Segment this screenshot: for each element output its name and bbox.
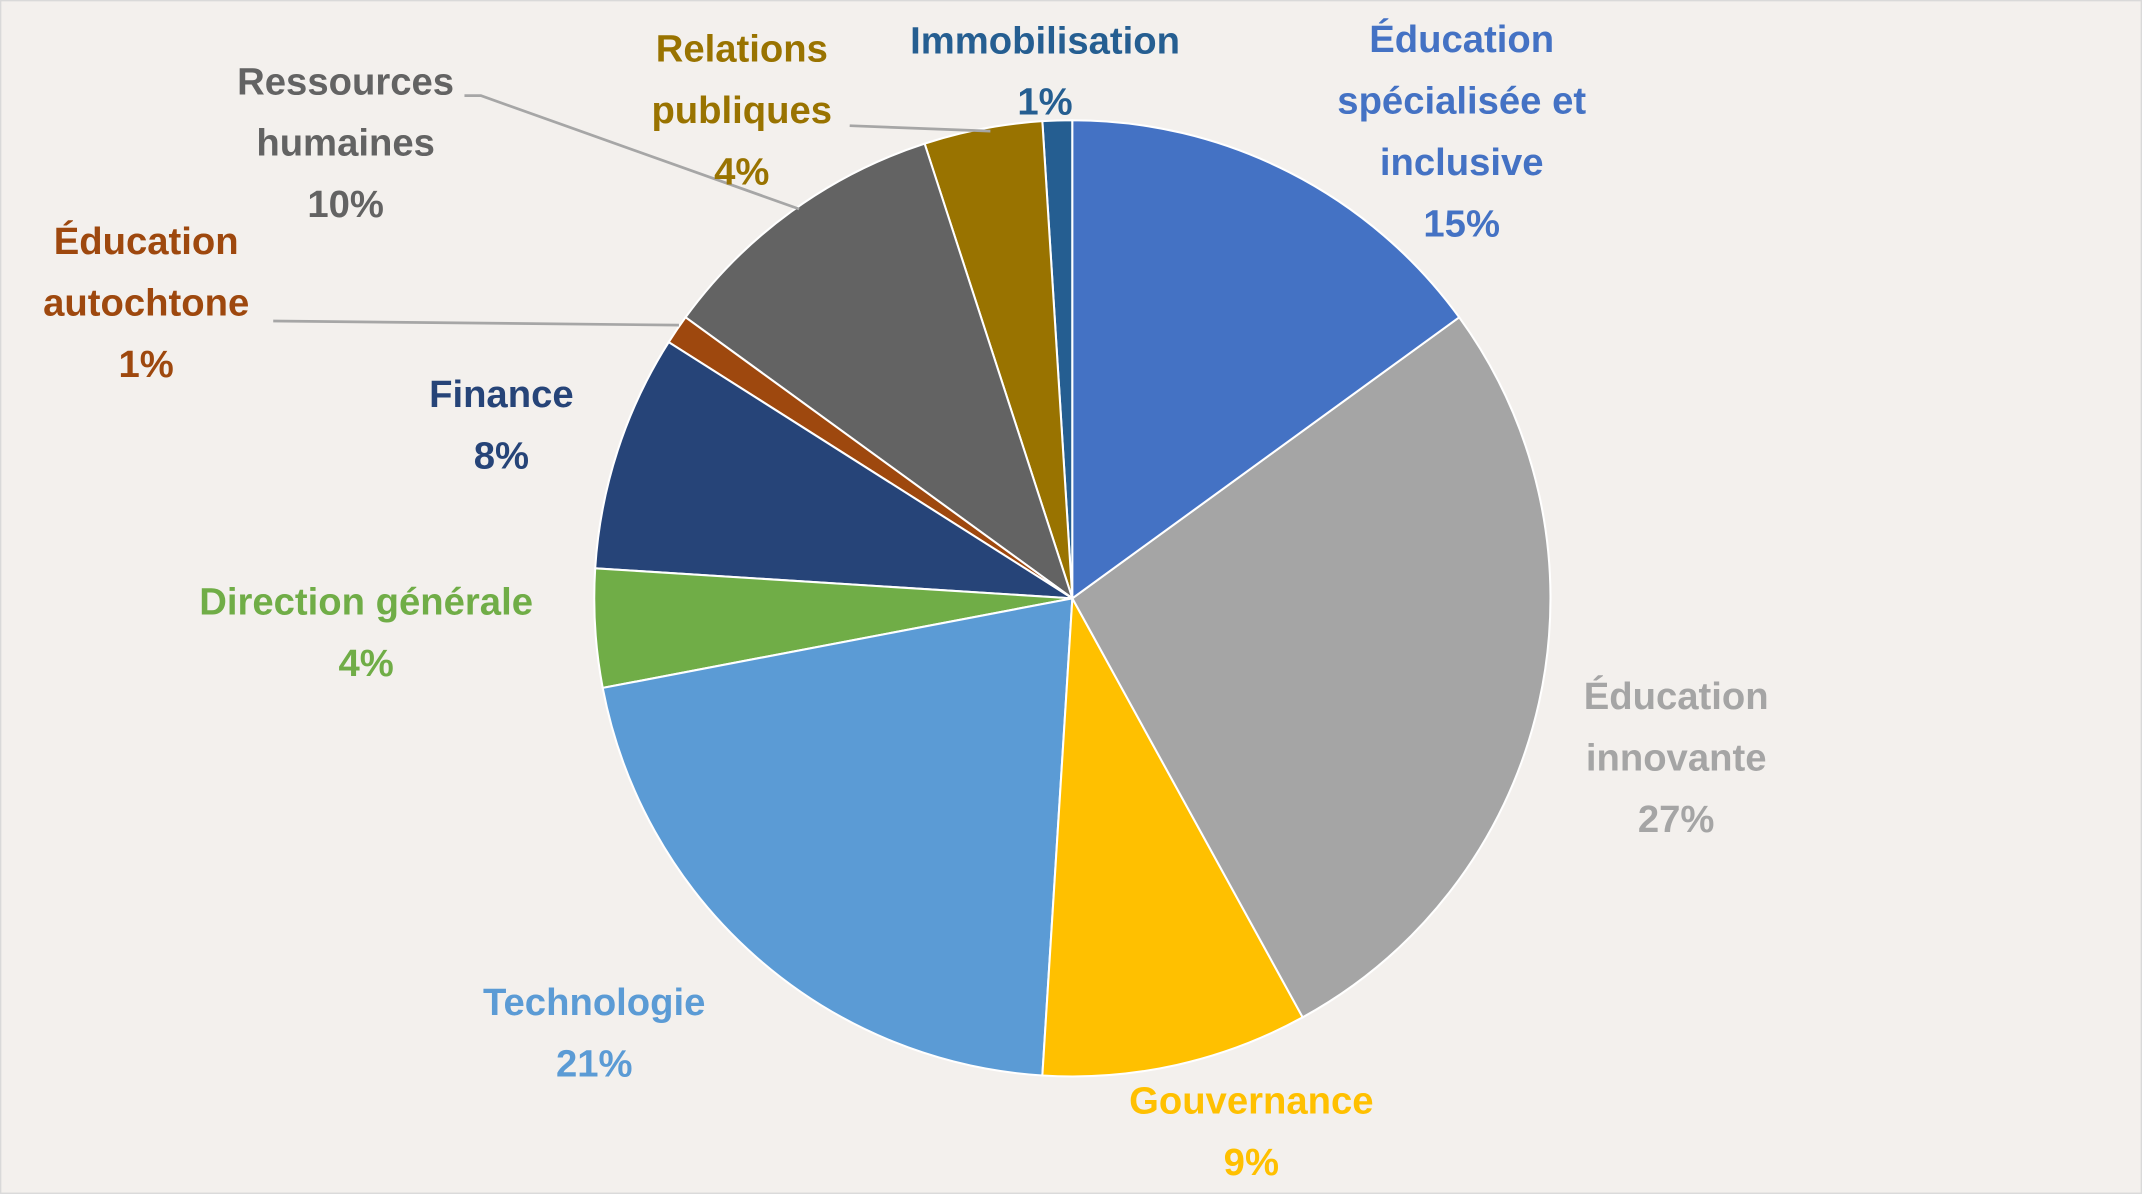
leader-line (464, 94, 800, 211)
value-label: 10% (307, 183, 384, 226)
slice-label: Éducation innovante 27% (1540, 665, 1813, 849)
pie-slice (601, 597, 1074, 1077)
value-label: 15% (1423, 202, 1500, 245)
value-label: 1% (1017, 80, 1073, 123)
pie-slice (594, 340, 1073, 600)
category-label: Gouvernance (1129, 1079, 1374, 1122)
slice-label: Finance 8% (365, 363, 638, 486)
slice-label: Ressources humaines 10% (216, 51, 476, 235)
slice-label: Immobilisation 1% (867, 10, 1222, 133)
value-label: 4% (338, 642, 394, 685)
slice-label: Technologie 21% (389, 971, 799, 1094)
pie-slice (1041, 594, 1305, 1078)
value-label: 4% (714, 150, 770, 193)
category-label: Relations publiques (651, 27, 833, 132)
value-label: 8% (473, 434, 529, 477)
pie-slice (1071, 315, 1552, 1019)
leader-line (273, 319, 679, 327)
category-label: Éducation spécialisée et inclusive (1337, 17, 1587, 184)
category-label: Technologie (483, 980, 706, 1024)
slice-label: Éducation autochtone 1% (10, 210, 283, 394)
category-label: Éducation autochtone (43, 219, 250, 324)
leader-line (849, 124, 991, 133)
slice-label: Direction générale 4% (148, 571, 585, 694)
pie-slice (1071, 119, 1461, 601)
slice-label: Éducation spécialisée et inclusive 15% (1298, 8, 1626, 254)
value-label: 21% (555, 1042, 633, 1085)
value-label: 27% (1637, 797, 1715, 841)
category-label: Immobilisation (910, 19, 1180, 62)
category-label: Direction générale (199, 580, 533, 623)
category-label: Finance (429, 372, 574, 416)
slice-label: Gouvernance 9% (1046, 1070, 1456, 1193)
category-label: Ressources humaines (237, 60, 455, 164)
category-label: Éducation innovante (1583, 674, 1769, 779)
pie-slice (684, 142, 1075, 602)
slice-label: Relations publiques 4% (626, 18, 858, 202)
value-label: 9% (1223, 1140, 1279, 1184)
value-label: 1% (118, 342, 174, 386)
